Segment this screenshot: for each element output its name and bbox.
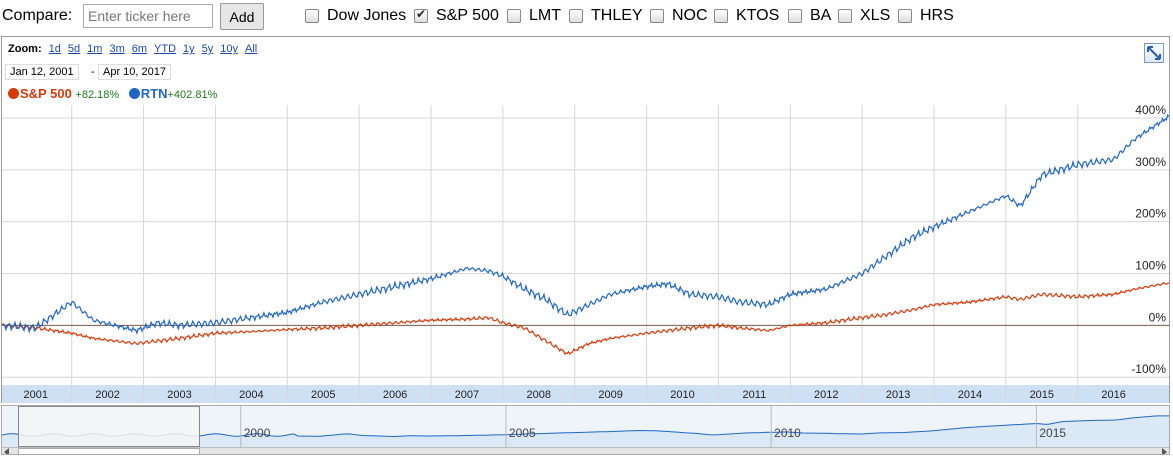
y-tick-label: -100% [1131, 362, 1166, 376]
checkbox-sp500[interactable] [414, 7, 428, 23]
series-line-sp500 [2, 281, 1169, 355]
legend-sp500-change: +82.18% [75, 89, 120, 101]
compare-xls-label: XLS [860, 7, 891, 24]
scroll-right-icon[interactable] [1162, 448, 1167, 454]
x-tick-label: 2008 [527, 389, 551, 401]
legend-sp500-name: S&P 500 [20, 86, 72, 101]
checkbox-ba[interactable] [788, 9, 802, 23]
expand-icon[interactable] [1144, 43, 1164, 63]
x-tick-label: 2009 [598, 389, 622, 401]
compare-noc-label: NOC [672, 7, 708, 24]
compare-hrs-label: HRS [920, 7, 954, 24]
x-tick-label: 2005 [311, 389, 335, 401]
zoom-ytd[interactable]: YTD [154, 43, 177, 55]
x-tick-label: 2016 [1101, 389, 1125, 401]
x-tick-label: 2002 [95, 389, 119, 401]
legend-rtn: RTN+402.81% [128, 86, 224, 101]
start-date[interactable]: Jan 12, 2001 [5, 64, 79, 80]
compare-sp500[interactable]: S&P 500 [414, 7, 499, 25]
x-tick-label: 2003 [167, 389, 191, 401]
compare-xls[interactable]: XLS [838, 7, 890, 25]
legend-sp500: S&P 500 +82.18% [8, 86, 125, 101]
compare-ktos[interactable]: KTOS [714, 7, 779, 25]
y-tick-label: 300% [1135, 155, 1166, 169]
compare-label: Compare: [2, 7, 73, 24]
zoom-1m[interactable]: 1m [87, 43, 103, 55]
x-axis-band [2, 385, 1169, 403]
y-tick-label: 200% [1135, 207, 1166, 221]
date-separator: - [91, 66, 95, 78]
range-navigator[interactable]: 2000 2005 2010 2015 [1, 405, 1170, 455]
compare-sp500-label: S&P 500 [436, 7, 499, 24]
checkbox-hrs[interactable] [898, 9, 912, 23]
x-tick-label: 2006 [383, 389, 407, 401]
x-tick-label: 2013 [886, 389, 910, 401]
legend-rtn-name: RTN [140, 86, 168, 101]
compare-bar: Compare: Add Dow Jones S&P 500 LMT THLEY… [0, 0, 1173, 34]
scroll-left-icon[interactable] [4, 448, 9, 454]
compare-lmt[interactable]: LMT [507, 7, 561, 25]
sp500-dot-icon [8, 88, 19, 99]
legend-rtn-change: +402.81% [167, 89, 218, 101]
checkbox-noc[interactable] [650, 9, 664, 23]
zoom-controls: Zoom: 1d 5d 1m 3m 6m YTD 1y 5y 10y All [8, 43, 264, 55]
navigator-year-label: 2005 [509, 426, 536, 440]
compare-ktos-label: KTOS [736, 7, 780, 24]
zoom-1d[interactable]: 1d [48, 43, 61, 55]
y-tick-label: 100% [1135, 259, 1166, 273]
x-tick-label: 2011 [743, 389, 767, 401]
compare-hrs[interactable]: HRS [898, 7, 954, 25]
add-button[interactable]: Add [220, 3, 264, 30]
compare-ba[interactable]: BA [788, 7, 831, 25]
navigator-year-label: 2015 [1039, 426, 1066, 440]
checkbox-lmt[interactable] [507, 9, 521, 23]
checkbox-dow-jones[interactable] [305, 9, 319, 23]
zoom-5y[interactable]: 5y [201, 43, 214, 55]
checkbox-thley[interactable] [569, 9, 583, 23]
compare-thley-label: THLEY [591, 7, 643, 24]
y-tick-label: 0% [1149, 310, 1167, 324]
x-tick-label: 2007 [455, 389, 479, 401]
zoom-10y[interactable]: 10y [220, 43, 239, 55]
legend: S&P 500 +82.18% RTN+402.81% [8, 86, 223, 101]
compare-noc[interactable]: NOC [650, 7, 708, 25]
rtn-dot-icon [128, 88, 140, 99]
zoom-6m[interactable]: 6m [131, 43, 148, 55]
zoom-all[interactable]: All [245, 43, 258, 55]
compare-ba-label: BA [810, 7, 832, 24]
x-tick-label: 2014 [958, 389, 982, 401]
checkbox-ktos[interactable] [714, 9, 728, 23]
zoom-1y[interactable]: 1y [183, 43, 195, 55]
navigator-year-label: 2000 [244, 426, 271, 440]
compare-thley[interactable]: THLEY [569, 7, 643, 25]
navigator-area [2, 415, 1169, 447]
end-date[interactable]: Apr 10, 2017 [98, 64, 171, 80]
compare-dow-jones[interactable]: Dow Jones [305, 7, 406, 25]
navigator-window[interactable] [18, 406, 200, 447]
x-tick-label: 2001 [24, 389, 48, 401]
x-tick-label: 2010 [670, 389, 694, 401]
x-tick-label: 2012 [814, 389, 838, 401]
navigator-thumb[interactable] [18, 448, 200, 454]
ticker-input[interactable] [83, 4, 213, 28]
compare-dow-jones-label: Dow Jones [327, 7, 407, 24]
zoom-label: Zoom: [8, 43, 42, 55]
compare-lmt-label: LMT [529, 7, 561, 24]
plot-area: 2001 2002 2003 2004 2005 2006 2007 2008 2009 2010… [2, 105, 1169, 403]
navigator-year-label: 2010 [774, 426, 801, 440]
navigator-scrollbar[interactable] [2, 447, 1169, 454]
zoom-5d[interactable]: 5d [67, 43, 81, 55]
series-line-rtn [2, 113, 1169, 335]
checkbox-xls[interactable] [838, 9, 852, 23]
x-tick-label: 2004 [239, 389, 263, 401]
y-tick-label: 400% [1135, 105, 1166, 117]
zoom-3m[interactable]: 3m [109, 43, 125, 55]
chart-panel: Zoom: 1d 5d 1m 3m 6m YTD 1y 5y 10y All Jan 12, 20… [1, 36, 1170, 403]
x-tick-label: 2015 [1030, 389, 1054, 401]
